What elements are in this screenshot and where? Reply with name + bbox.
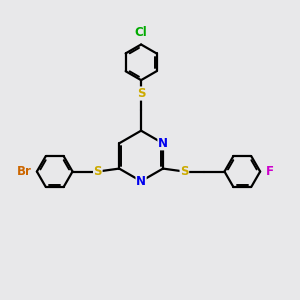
Text: F: F [266,165,274,178]
Text: S: S [180,165,189,178]
Text: N: N [136,175,146,188]
Text: S: S [94,165,102,178]
Text: Cl: Cl [135,26,148,38]
Text: N: N [158,137,168,150]
Text: S: S [137,87,145,100]
Text: Br: Br [16,165,32,178]
